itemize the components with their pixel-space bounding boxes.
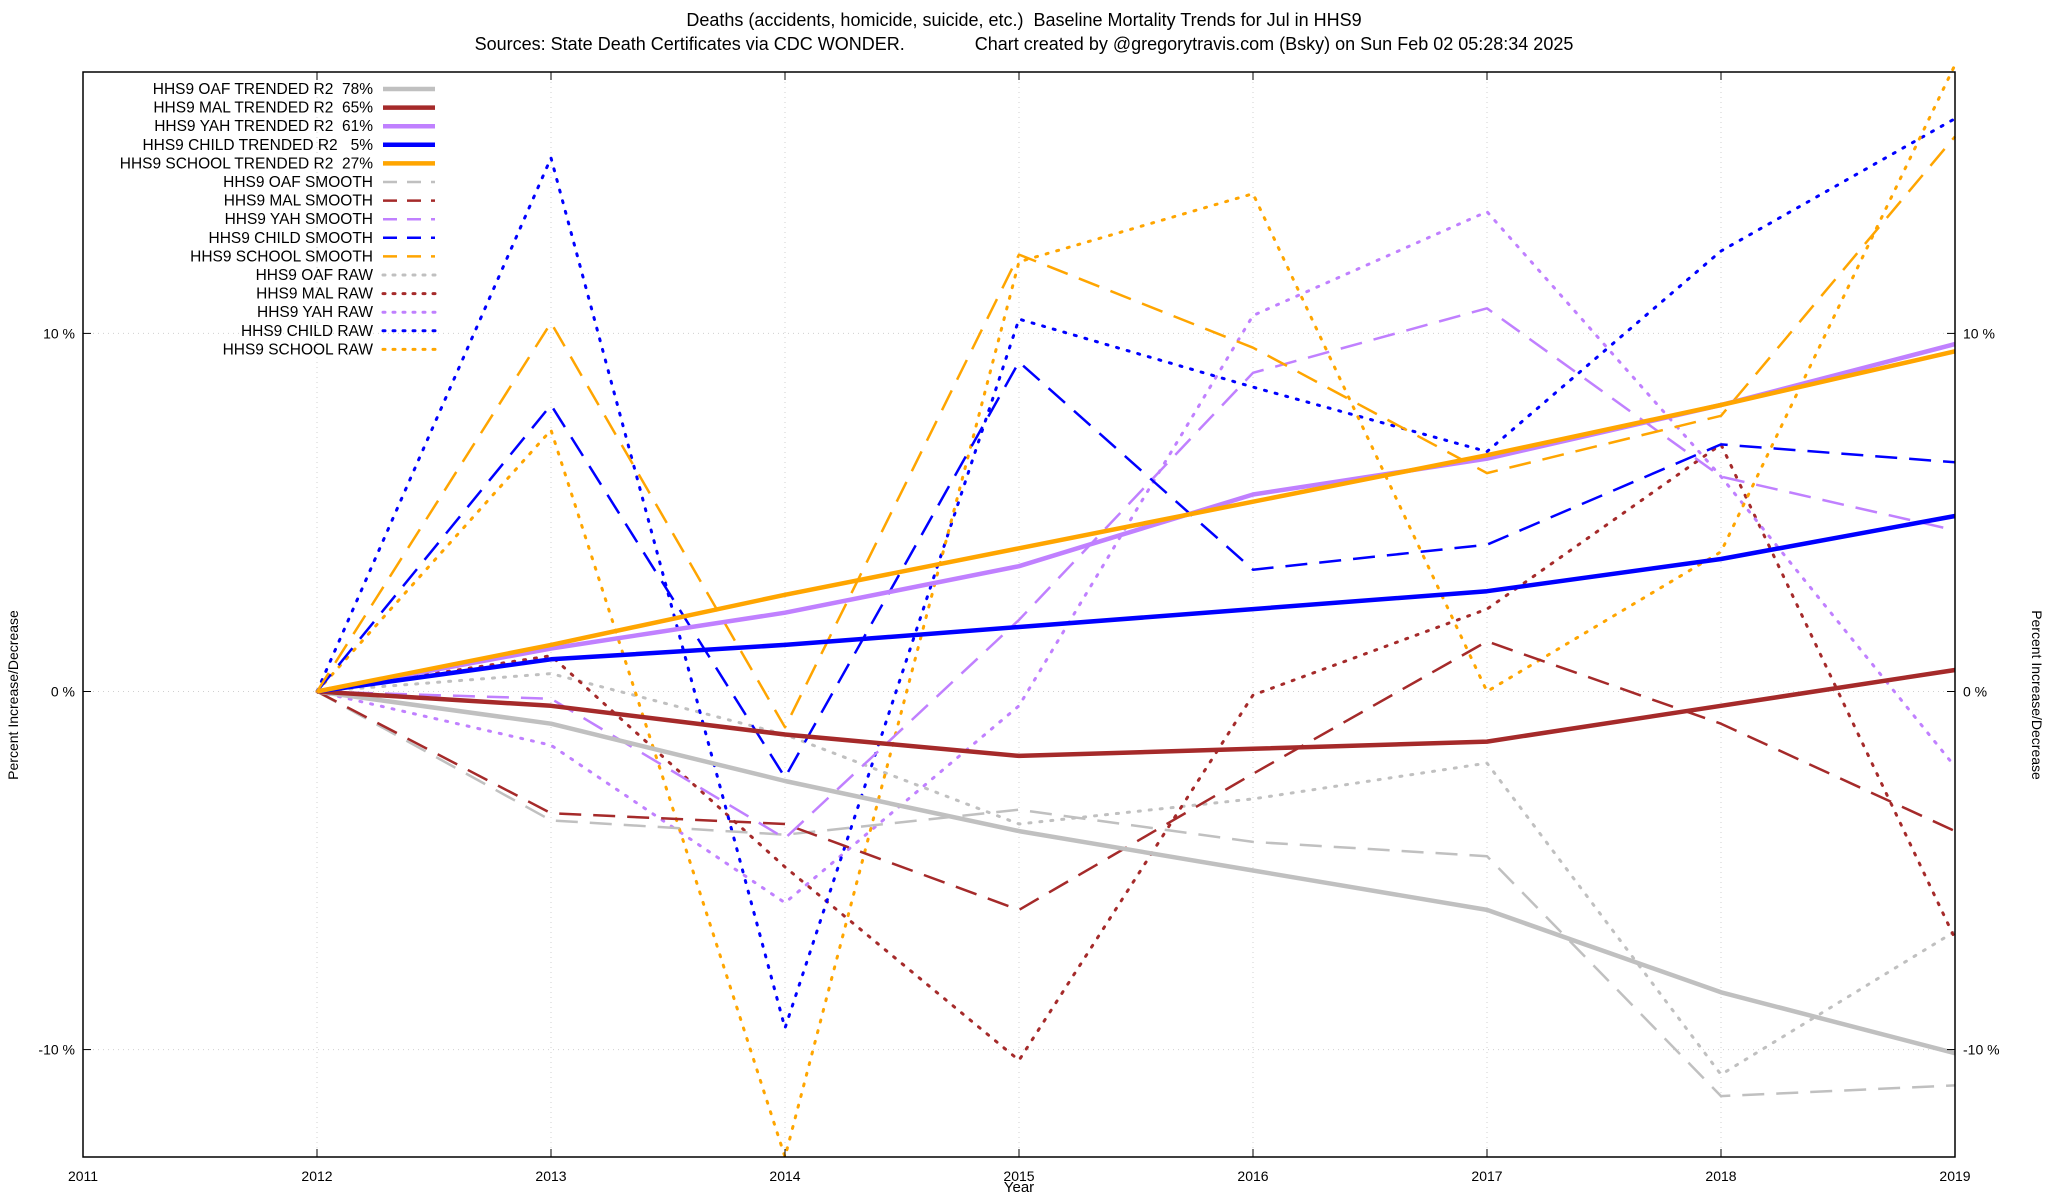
legend-label-3: HHS9 CHILD TRENDED R2 5% <box>142 137 373 154</box>
legend-label-13: HHS9 CHILD RAW <box>241 323 373 340</box>
axes: 2011 2012 2013 2014 2015 2016 2017 2018 2019 -10 … <box>38 72 2000 1184</box>
series-line-4 <box>316 349 1956 694</box>
y-tick-label: -10 % <box>38 1042 75 1058</box>
series-line-9 <box>315 135 1956 729</box>
x-axis-label: Year <box>1004 1179 1034 1196</box>
legend-label-5: HHS9 OAF SMOOTH <box>223 174 373 191</box>
x-tick-label: 2016 <box>1237 1168 1268 1184</box>
legend-label-2: HHS9 YAH TRENDED R2 61% <box>154 118 373 135</box>
x-tick-label: 2014 <box>769 1168 800 1184</box>
x-tick-label: 2012 <box>301 1168 332 1184</box>
legend-label-10: HHS9 OAF RAW <box>256 267 374 284</box>
series-line-8 <box>316 360 1956 779</box>
series-line-6 <box>316 640 1956 912</box>
legend-label-7: HHS9 YAH SMOOTH <box>225 211 373 228</box>
y2-tick-label: 0 % <box>1963 683 1987 699</box>
legend-label-14: HHS9 SCHOOL RAW <box>223 341 374 358</box>
grid-lines <box>82 72 1956 1157</box>
x-tick-label: 2011 <box>68 1168 98 1184</box>
y-tick-label: 0 % <box>51 683 75 699</box>
series-line-2 <box>316 341 1956 694</box>
x-tick-label: 2017 <box>1471 1168 1502 1184</box>
legend: HHS9 OAF TRENDED R2 78% HHS9 MAL TRENDED … <box>120 81 437 358</box>
series-lines <box>315 63 1957 1159</box>
x-tick-label: 2015 <box>1003 1168 1034 1184</box>
legend-label-12: HHS9 YAH RAW <box>257 304 373 321</box>
y-axis-label: Percent Increase/Decrease <box>5 610 21 780</box>
x-tick-label: 2018 <box>1705 1168 1736 1184</box>
legend-label-9: HHS9 SCHOOL SMOOTH <box>190 248 373 265</box>
series-line-3 <box>316 513 1956 694</box>
chart-title: Deaths (accidents, homicide, suicide, et… <box>686 10 1362 30</box>
x-tick-label: 2019 <box>1939 1168 1970 1184</box>
y2-axis-label: Percent Increase/Decrease <box>2029 610 2045 780</box>
series-line-1 <box>316 667 1956 759</box>
legend-label-0: HHS9 OAF TRENDED R2 78% <box>153 81 373 98</box>
legend-label-4: HHS9 SCHOOL TRENDED R2 27% <box>120 155 373 172</box>
series-line-14 <box>315 63 1957 1159</box>
chart-subtitle: Sources: State Death Certificates via CD… <box>474 34 1574 54</box>
series-line-11 <box>315 442 1957 1062</box>
y2-tick-label: 10 % <box>1963 325 1995 341</box>
legend-label-6: HHS9 MAL SMOOTH <box>224 193 373 210</box>
series-line-10 <box>315 672 1957 1077</box>
series-line-0 <box>316 689 1956 1056</box>
y-tick-label: 10 % <box>43 325 75 341</box>
series-line-13 <box>315 117 1957 1030</box>
y2-tick-label: -10 % <box>1963 1042 2000 1058</box>
legend-label-11: HHS9 MAL RAW <box>256 286 373 303</box>
legend-label-8: HHS9 CHILD SMOOTH <box>209 230 374 247</box>
series-line-5 <box>316 690 1956 1098</box>
series-line-12 <box>315 210 1957 905</box>
legend-label-1: HHS9 MAL TRENDED R2 65% <box>153 100 373 117</box>
series-line-7 <box>316 307 1956 840</box>
x-tick-label: 2013 <box>535 1168 566 1184</box>
